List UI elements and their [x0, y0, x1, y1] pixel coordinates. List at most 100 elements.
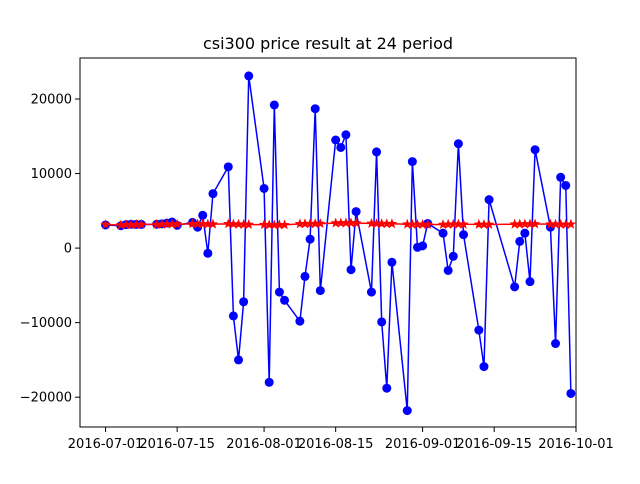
- series-1-point: [233, 218, 244, 229]
- series-1-point: [545, 218, 556, 229]
- series-1-point: [437, 219, 449, 230]
- series-0-point: [561, 180, 571, 190]
- y-tick-label: −10000: [20, 316, 72, 331]
- series-0-point: [453, 139, 463, 149]
- series-1-point: [243, 219, 254, 229]
- series-1-point: [345, 217, 357, 228]
- y-tick-label: 20000: [31, 93, 72, 108]
- series-1-point: [386, 218, 398, 229]
- series-0-point: [438, 228, 448, 238]
- series-1-point: [458, 218, 469, 229]
- series-0-point: [459, 230, 469, 240]
- x-tick-label: 2016-09-15: [456, 437, 532, 452]
- plot-area-frame: [79, 57, 577, 428]
- series-1-point: [565, 218, 577, 229]
- series-0-point: [443, 265, 453, 275]
- series-1: [100, 217, 577, 230]
- series-1-point: [560, 218, 571, 229]
- series-1-point: [274, 219, 285, 230]
- series-1-point: [366, 217, 377, 228]
- series-1-point: [136, 218, 147, 229]
- y-axis-ticks: −20000 −10000 0 10000 20000: [20, 93, 80, 406]
- series-0-point: [315, 286, 325, 296]
- series-1-point: [115, 219, 127, 230]
- series-0-point: [556, 172, 566, 182]
- series-0-point: [336, 142, 346, 152]
- series-1-point: [120, 219, 132, 230]
- series-1-point: [473, 218, 485, 229]
- series-0-point: [341, 130, 351, 140]
- series-1-point: [309, 218, 321, 229]
- series-1-point: [202, 218, 214, 229]
- series-1-point: [402, 218, 413, 229]
- series-1-point: [514, 218, 525, 229]
- x-tick-label: 2016-10-01: [538, 437, 614, 452]
- chart-title: csi300 price result at 24 period: [203, 34, 453, 53]
- series-0-point: [259, 183, 269, 193]
- series-1-point: [269, 219, 280, 230]
- series-0-point: [223, 162, 233, 172]
- x-tick-label: 2016-08-01: [226, 437, 302, 452]
- series-0-point: [382, 383, 392, 393]
- y-tick-label: −20000: [20, 391, 72, 406]
- series-1-point: [519, 218, 531, 229]
- series-0-point: [474, 325, 484, 335]
- series-1-point: [422, 219, 433, 229]
- series-layer: [100, 71, 577, 416]
- series-0-point: [295, 316, 305, 326]
- series-0-point: [274, 287, 284, 297]
- series-0-point: [366, 287, 376, 297]
- series-1-point: [171, 218, 183, 229]
- series-0-point: [566, 388, 576, 398]
- series-0-point: [198, 210, 208, 220]
- series-0-point: [228, 311, 238, 321]
- series-1-point: [304, 218, 316, 229]
- series-1-point: [483, 219, 495, 229]
- x-tick-label: 2016-08-15: [298, 437, 374, 452]
- series-1-point: [197, 218, 208, 229]
- series-0-point: [418, 241, 428, 251]
- series-0-point: [269, 100, 279, 110]
- series-0-point: [331, 135, 341, 145]
- series-1-point: [207, 218, 219, 229]
- series-1-point: [294, 218, 306, 229]
- series-0-point: [530, 145, 540, 155]
- series-1-point: [524, 218, 536, 229]
- series-1-point: [156, 218, 168, 229]
- series-0-point: [351, 207, 361, 217]
- series-0-point: [208, 189, 218, 199]
- series-1-point: [228, 218, 239, 229]
- series-1-point: [376, 218, 387, 229]
- series-0-point: [551, 339, 561, 349]
- series-1-point: [529, 218, 541, 229]
- series-1-point: [555, 218, 566, 229]
- series-1-point: [223, 218, 234, 229]
- series-0-point: [239, 297, 249, 307]
- series-1-point: [442, 218, 454, 229]
- x-tick-label: 2016-07-15: [139, 437, 215, 452]
- series-1-point: [335, 217, 347, 228]
- series-1-point: [448, 218, 459, 229]
- series-1-point: [238, 218, 249, 229]
- series-1-point: [258, 219, 270, 230]
- series-1-point: [417, 218, 428, 229]
- y-tick-label: 10000: [31, 167, 72, 182]
- series-0-point: [203, 248, 213, 258]
- x-tick-label: 2016-09-01: [385, 437, 461, 452]
- y-tick-label: 0: [64, 242, 72, 257]
- series-0-point: [280, 295, 290, 305]
- series-0-point: [305, 234, 315, 244]
- series-0-point: [372, 147, 382, 157]
- series-0-point: [244, 71, 254, 81]
- series-1-point: [478, 218, 490, 229]
- series-1-point: [453, 218, 464, 229]
- series-0-point: [346, 265, 356, 275]
- series-0-point: [515, 236, 525, 246]
- series-1-point: [340, 217, 352, 228]
- series-0-point: [407, 157, 417, 167]
- series-0-point: [545, 222, 555, 232]
- series-0-point: [520, 228, 530, 238]
